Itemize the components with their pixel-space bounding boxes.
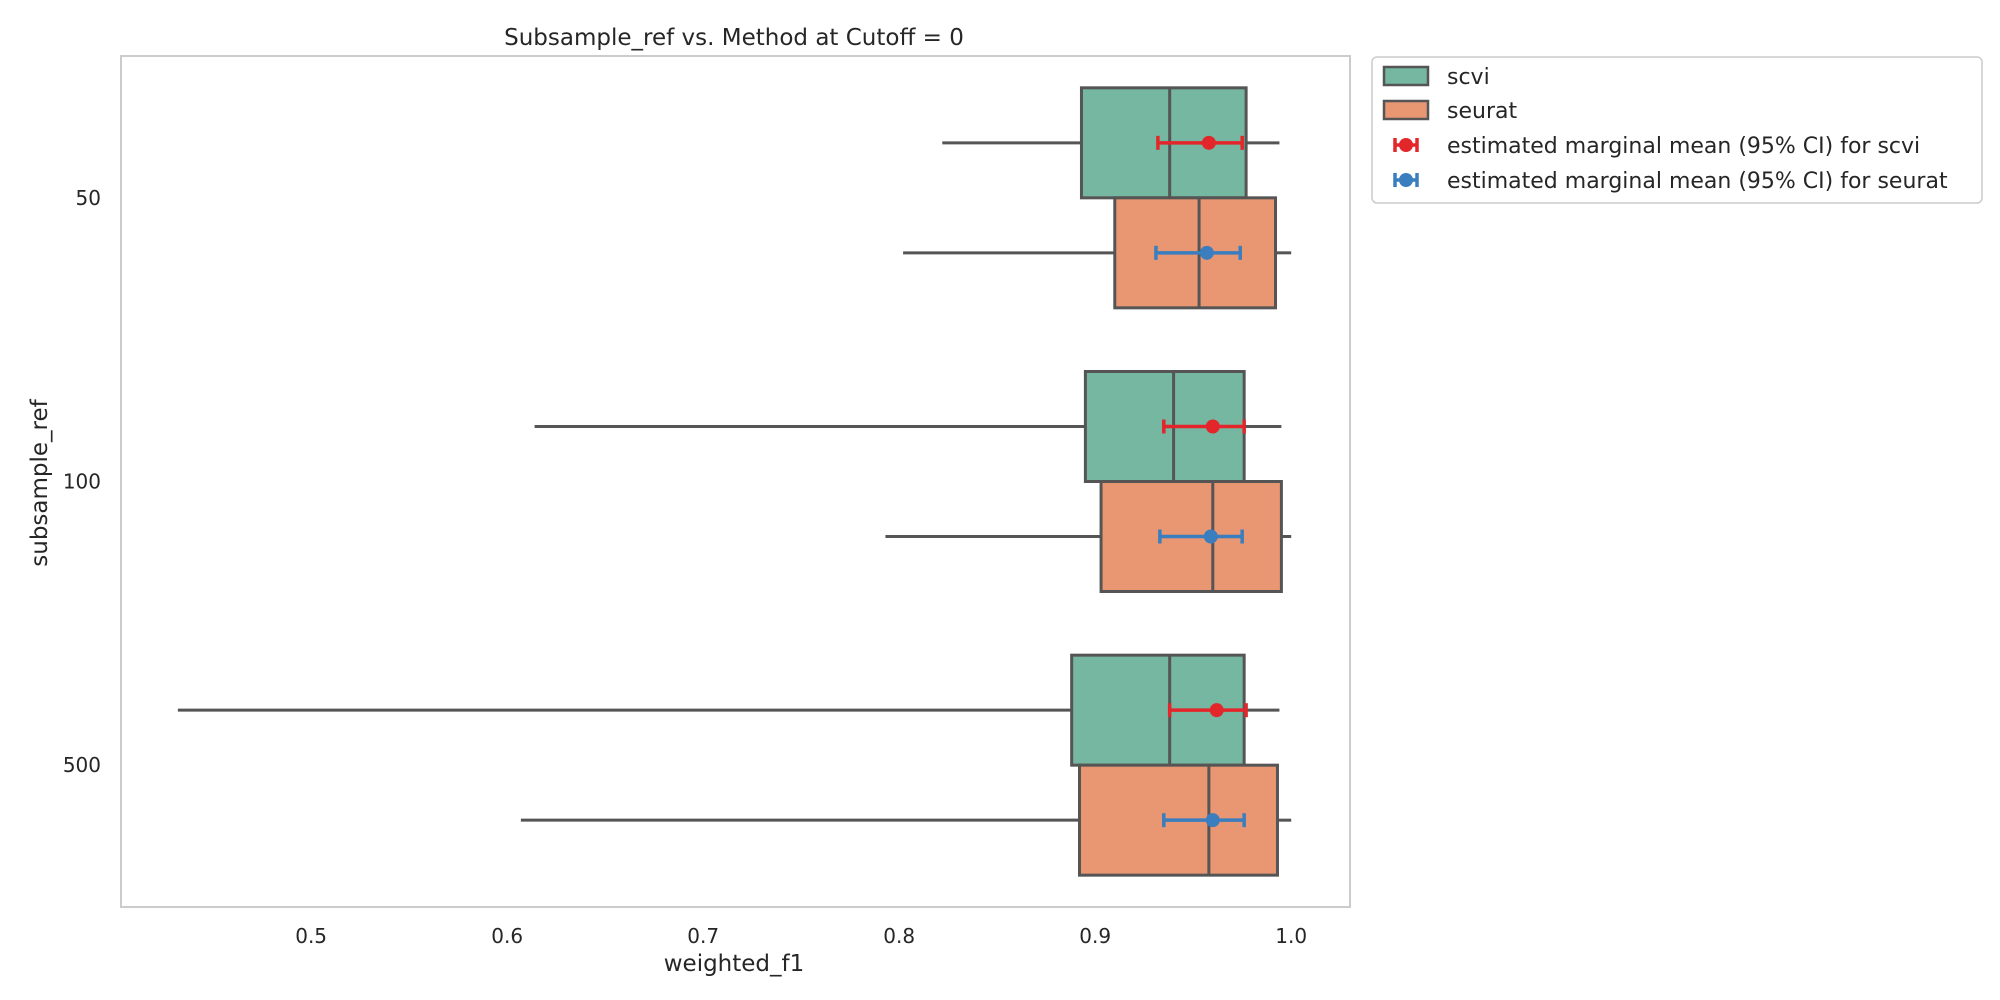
legend-label: seurat	[1447, 99, 1517, 124]
box-scvi-500	[177, 653, 1280, 767]
y-tick-label: 100	[63, 470, 101, 494]
x-tick-label: 0.5	[295, 924, 327, 948]
marginal-mean-100	[1158, 529, 1244, 544]
legend-item-marginal-1: estimated marginal mean (95% CI) for seu…	[1393, 169, 1948, 194]
box-rect	[1099, 480, 1283, 593]
legend-mean-marker	[1399, 173, 1413, 187]
legend-frame	[1371, 56, 1983, 204]
y-axis-label: subsample_ref	[27, 398, 53, 566]
plot-frame	[120, 55, 1351, 908]
marginal-mean-series-0	[1156, 135, 1248, 718]
legend-swatch	[1382, 99, 1430, 121]
marginal-mean-500	[1162, 813, 1246, 828]
x-axis-label: weighted_f1	[664, 951, 805, 977]
legend: scvi seurat estimated marginal mean (95% C…	[1371, 56, 1983, 204]
legend-item-marginal-0: estimated marginal mean (95% CI) for scv…	[1393, 134, 1920, 159]
marginal-mean-50	[1156, 135, 1244, 150]
y-axis-ticks: 50 100 500	[63, 186, 101, 777]
box-seurat-100	[885, 480, 1292, 593]
marginal-mean-series-1	[1154, 245, 1246, 828]
mean-point	[1199, 245, 1214, 260]
marginal-mean-50	[1154, 245, 1242, 260]
x-tick-label: 0.6	[491, 924, 523, 948]
chart-title: Subsample_ref vs. Method at Cutoff = 0	[504, 25, 964, 51]
x-tick-label: 0.9	[1079, 924, 1111, 948]
legend-item-scvi: scvi	[1382, 65, 1490, 90]
legend-label: estimated marginal mean (95% CI) for seu…	[1447, 169, 1948, 194]
series-seurat	[520, 196, 1292, 877]
mean-point	[1201, 135, 1216, 150]
y-tick-label: 500	[63, 753, 101, 777]
x-tick-label: 1.0	[1275, 924, 1307, 948]
mean-point	[1203, 529, 1218, 544]
plot-area	[120, 55, 1351, 908]
legend-mean-marker	[1399, 138, 1413, 152]
mean-point	[1205, 813, 1220, 828]
x-axis-ticks: 0.5 0.6 0.7 0.8 0.9 1.0	[295, 924, 1307, 948]
y-tick-label: 50	[76, 186, 101, 210]
x-tick-label: 0.7	[687, 924, 719, 948]
x-tick-label: 0.8	[883, 924, 915, 948]
mean-point	[1209, 703, 1224, 718]
legend-item-seurat: seurat	[1382, 99, 1517, 124]
legend-label: scvi	[1447, 65, 1490, 90]
series-scvi	[177, 86, 1282, 767]
legend-label: estimated marginal mean (95% CI) for scv…	[1447, 134, 1920, 159]
marginal-mean-100	[1162, 419, 1246, 434]
marginal-mean-500	[1167, 703, 1248, 718]
mean-point	[1205, 419, 1220, 434]
legend-swatch	[1382, 65, 1430, 87]
